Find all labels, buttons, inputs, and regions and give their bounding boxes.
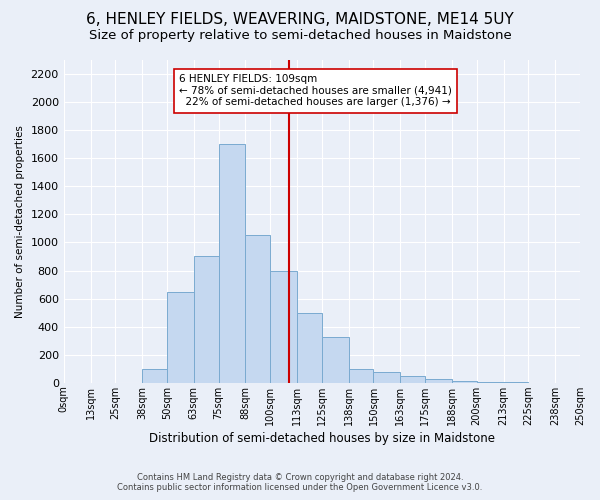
Bar [194, 256, 218, 383]
Bar [400, 376, 425, 383]
Bar [425, 378, 452, 383]
Bar [218, 144, 245, 383]
Bar [270, 270, 297, 383]
Bar [373, 372, 400, 383]
Bar [349, 368, 373, 383]
Text: 6 HENLEY FIELDS: 109sqm
← 78% of semi-detached houses are smaller (4,941)
  22% : 6 HENLEY FIELDS: 109sqm ← 78% of semi-de… [179, 74, 452, 108]
Text: 6, HENLEY FIELDS, WEAVERING, MAIDSTONE, ME14 5UY: 6, HENLEY FIELDS, WEAVERING, MAIDSTONE, … [86, 12, 514, 28]
Bar [245, 236, 270, 383]
Bar [452, 380, 477, 383]
Text: Size of property relative to semi-detached houses in Maidstone: Size of property relative to semi-detach… [89, 29, 511, 42]
Bar [297, 312, 322, 383]
Text: Contains HM Land Registry data © Crown copyright and database right 2024.
Contai: Contains HM Land Registry data © Crown c… [118, 473, 482, 492]
Bar [322, 337, 349, 383]
Bar [167, 292, 194, 383]
Y-axis label: Number of semi-detached properties: Number of semi-detached properties [15, 125, 25, 318]
Bar [142, 368, 167, 383]
Bar [477, 382, 503, 383]
X-axis label: Distribution of semi-detached houses by size in Maidstone: Distribution of semi-detached houses by … [149, 432, 495, 445]
